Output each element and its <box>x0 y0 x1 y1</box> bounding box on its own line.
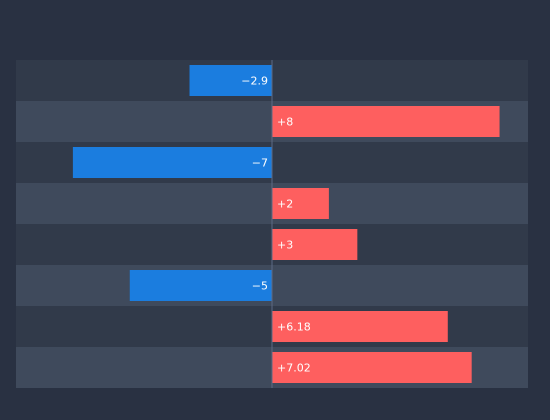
bar-value-label: +2 <box>277 198 293 211</box>
bar-value-label: −2.9 <box>241 75 268 88</box>
bars <box>72 65 500 383</box>
bar-negative <box>129 270 272 301</box>
bar-value-label: +7.02 <box>277 362 311 375</box>
bar-positive <box>272 311 448 342</box>
bar-value-label: +3 <box>277 239 293 252</box>
bar-positive <box>272 229 358 260</box>
bar-positive <box>272 352 472 383</box>
bar-negative <box>72 147 272 178</box>
bar-value-label: +8 <box>277 116 293 129</box>
bar-value-label: +6.18 <box>277 321 311 334</box>
bar-value-label: −5 <box>252 280 268 293</box>
bar-negative <box>189 65 272 96</box>
bar-value-label: −7 <box>252 157 268 170</box>
bar-positive <box>272 106 500 137</box>
bar-positive <box>272 188 329 219</box>
value-labels: −2.9 +8 −7 +2 +3 −5 +6.18 +7.02 <box>241 75 310 375</box>
